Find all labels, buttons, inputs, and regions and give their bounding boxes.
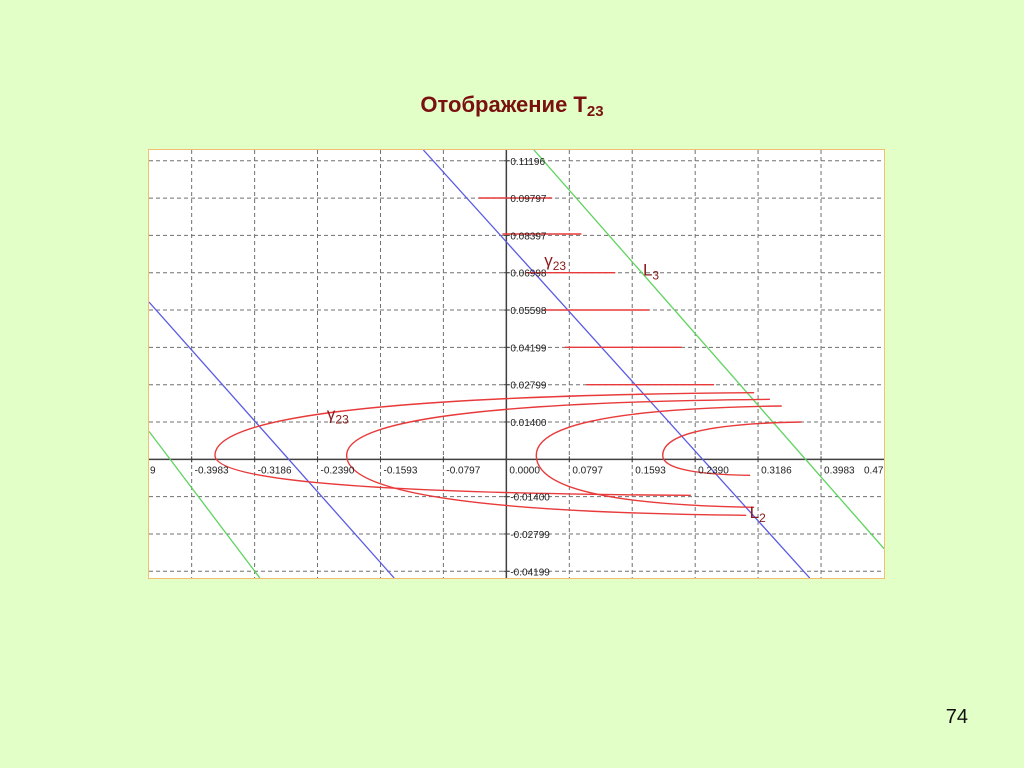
annotation-symbol: L: [643, 260, 652, 279]
plot-frame: -0.3983 -0.3186 -0.2390 -0.1593 -0.0797 0.000…: [148, 149, 885, 579]
chart-plot: -0.3983 -0.3186 -0.2390 -0.1593 -0.0797 0.000…: [149, 150, 884, 578]
x-tick-label: -0.0797: [446, 465, 480, 476]
y-tick-label: 0.09797: [510, 194, 547, 205]
gamma-curve: [214, 391, 755, 497]
y-tick-label: 0.06998: [510, 269, 547, 280]
y-tick-label: 0.04199: [510, 343, 547, 354]
annotation-symbol: L: [750, 503, 759, 522]
curve-annotation: γ23: [544, 251, 566, 273]
page-number: 74: [945, 706, 968, 728]
annotation-subscript: 23: [553, 259, 567, 273]
slide-title-main: Отображение T: [420, 92, 587, 117]
gamma-curve: [662, 421, 802, 477]
annotation-subscript: 3: [652, 268, 659, 282]
annotation-subscript: 23: [335, 412, 349, 426]
curve-annotation: L2: [750, 503, 766, 525]
curve-annotation: L3: [643, 260, 659, 282]
y-tick-label: 0.08397: [510, 231, 547, 242]
x-tick-label: 0.0000: [509, 465, 540, 476]
x-tick-label: 0.2390: [698, 465, 729, 476]
x-edge-label-right: 0.47: [864, 465, 884, 476]
annotation-symbol: γ: [327, 404, 336, 423]
gamma-curve: [535, 405, 782, 509]
slide-title: Отображение T23: [0, 92, 1024, 120]
x-tick-label: 0.3186: [761, 465, 792, 476]
x-edge-label-left: 9: [150, 465, 156, 476]
y-tick-label: 0.05598: [510, 306, 547, 317]
x-tick-label: -0.3186: [258, 465, 292, 476]
y-tick-label: -0.04199: [510, 567, 550, 578]
annotation-subscript: 2: [759, 511, 766, 525]
x-tick-label: 0.1593: [635, 465, 666, 476]
x-tick-label: 0.0797: [572, 465, 603, 476]
y-tick-label: -0.02799: [510, 530, 550, 541]
y-tick-label: 0.11196: [510, 157, 545, 168]
series-L2-shift: [149, 301, 395, 578]
x-tick-label: -0.1593: [383, 465, 417, 476]
series-L3-shift: [149, 430, 261, 578]
y-tick-label: 0.02799: [510, 381, 547, 392]
slide-title-subscript: 23: [586, 103, 604, 120]
gamma-curve: [345, 398, 770, 517]
x-tick-label: -0.3983: [195, 465, 229, 476]
y-tick-label: -0.01400: [510, 493, 550, 504]
curve-annotation: γ23: [327, 404, 349, 426]
x-tick-label: 0.3983: [824, 465, 855, 476]
x-tick-label: -0.2390: [321, 465, 355, 476]
series-L3: [533, 150, 884, 550]
annotation-symbol: γ: [544, 251, 553, 270]
y-tick-label: 0.01400: [510, 418, 547, 429]
